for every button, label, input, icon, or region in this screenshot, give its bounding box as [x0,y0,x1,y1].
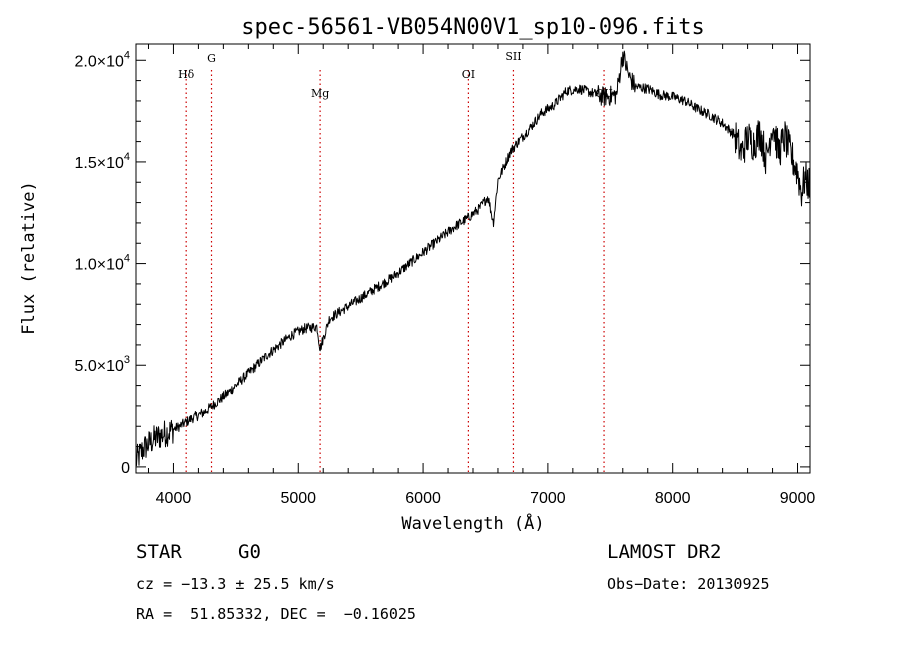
x-tick-label: 7000 [530,490,566,507]
spectrum-series [135,50,811,466]
x-tick-label: 9000 [780,490,816,507]
y-axis-label: Flux (relative) [19,181,39,335]
observation-date: Obs−Date: 20130925 [607,575,770,593]
y-tick-label: 1.0×104 [74,253,130,274]
y-tick-exponent: 3 [124,354,130,366]
line-marker-label: Hδ [178,68,195,81]
spectral-subclass: G0 [238,541,261,563]
plot-frame [135,43,811,474]
y-tick-label: 2.0×104 [74,49,130,70]
redshift-cz: cz = −13.3 ± 25.5 km/s [136,575,335,593]
y-tick-mantissa: 1.0×10 [74,257,123,274]
x-tick-label: 8000 [655,490,691,507]
survey-name: LAMOST DR2 [607,541,722,563]
y-tick-label: 0 [121,460,130,477]
spectrum-line [135,50,811,466]
line-marker-label: G [207,52,216,65]
line-marker-label: SII [505,50,521,63]
coordinates: RA = 51.85332, DEC = −0.16025 [136,605,416,623]
line-marker-label: Mg [311,87,329,100]
x-tick-label: 5000 [280,490,316,507]
y-tick-exponent: 4 [124,151,130,163]
line-marker-label: OI [462,68,475,81]
y-tick-label: 5.0×103 [74,354,130,375]
y-tick-mantissa: 1.5×10 [74,155,123,172]
y-tick-exponent: 4 [124,49,130,61]
x-tick-label: 6000 [405,490,441,507]
y-tick-mantissa: 5.0×10 [74,358,123,375]
y-tick-label: 1.5×104 [74,151,130,172]
y-tick-mantissa: 0 [121,460,130,477]
x-tick-label: 4000 [156,490,192,507]
object-type: STAR [136,541,182,563]
y-tick-mantissa: 2.0×10 [74,53,123,70]
y-tick-exponent: 4 [124,253,130,265]
x-axis: 4000 5000 6000 7000 8000 9000 [147,44,816,507]
chart-title: spec-56561-VB054N00V1_sp10-096.fits [241,15,705,40]
x-axis-label: Wavelength (Å) [401,512,544,534]
